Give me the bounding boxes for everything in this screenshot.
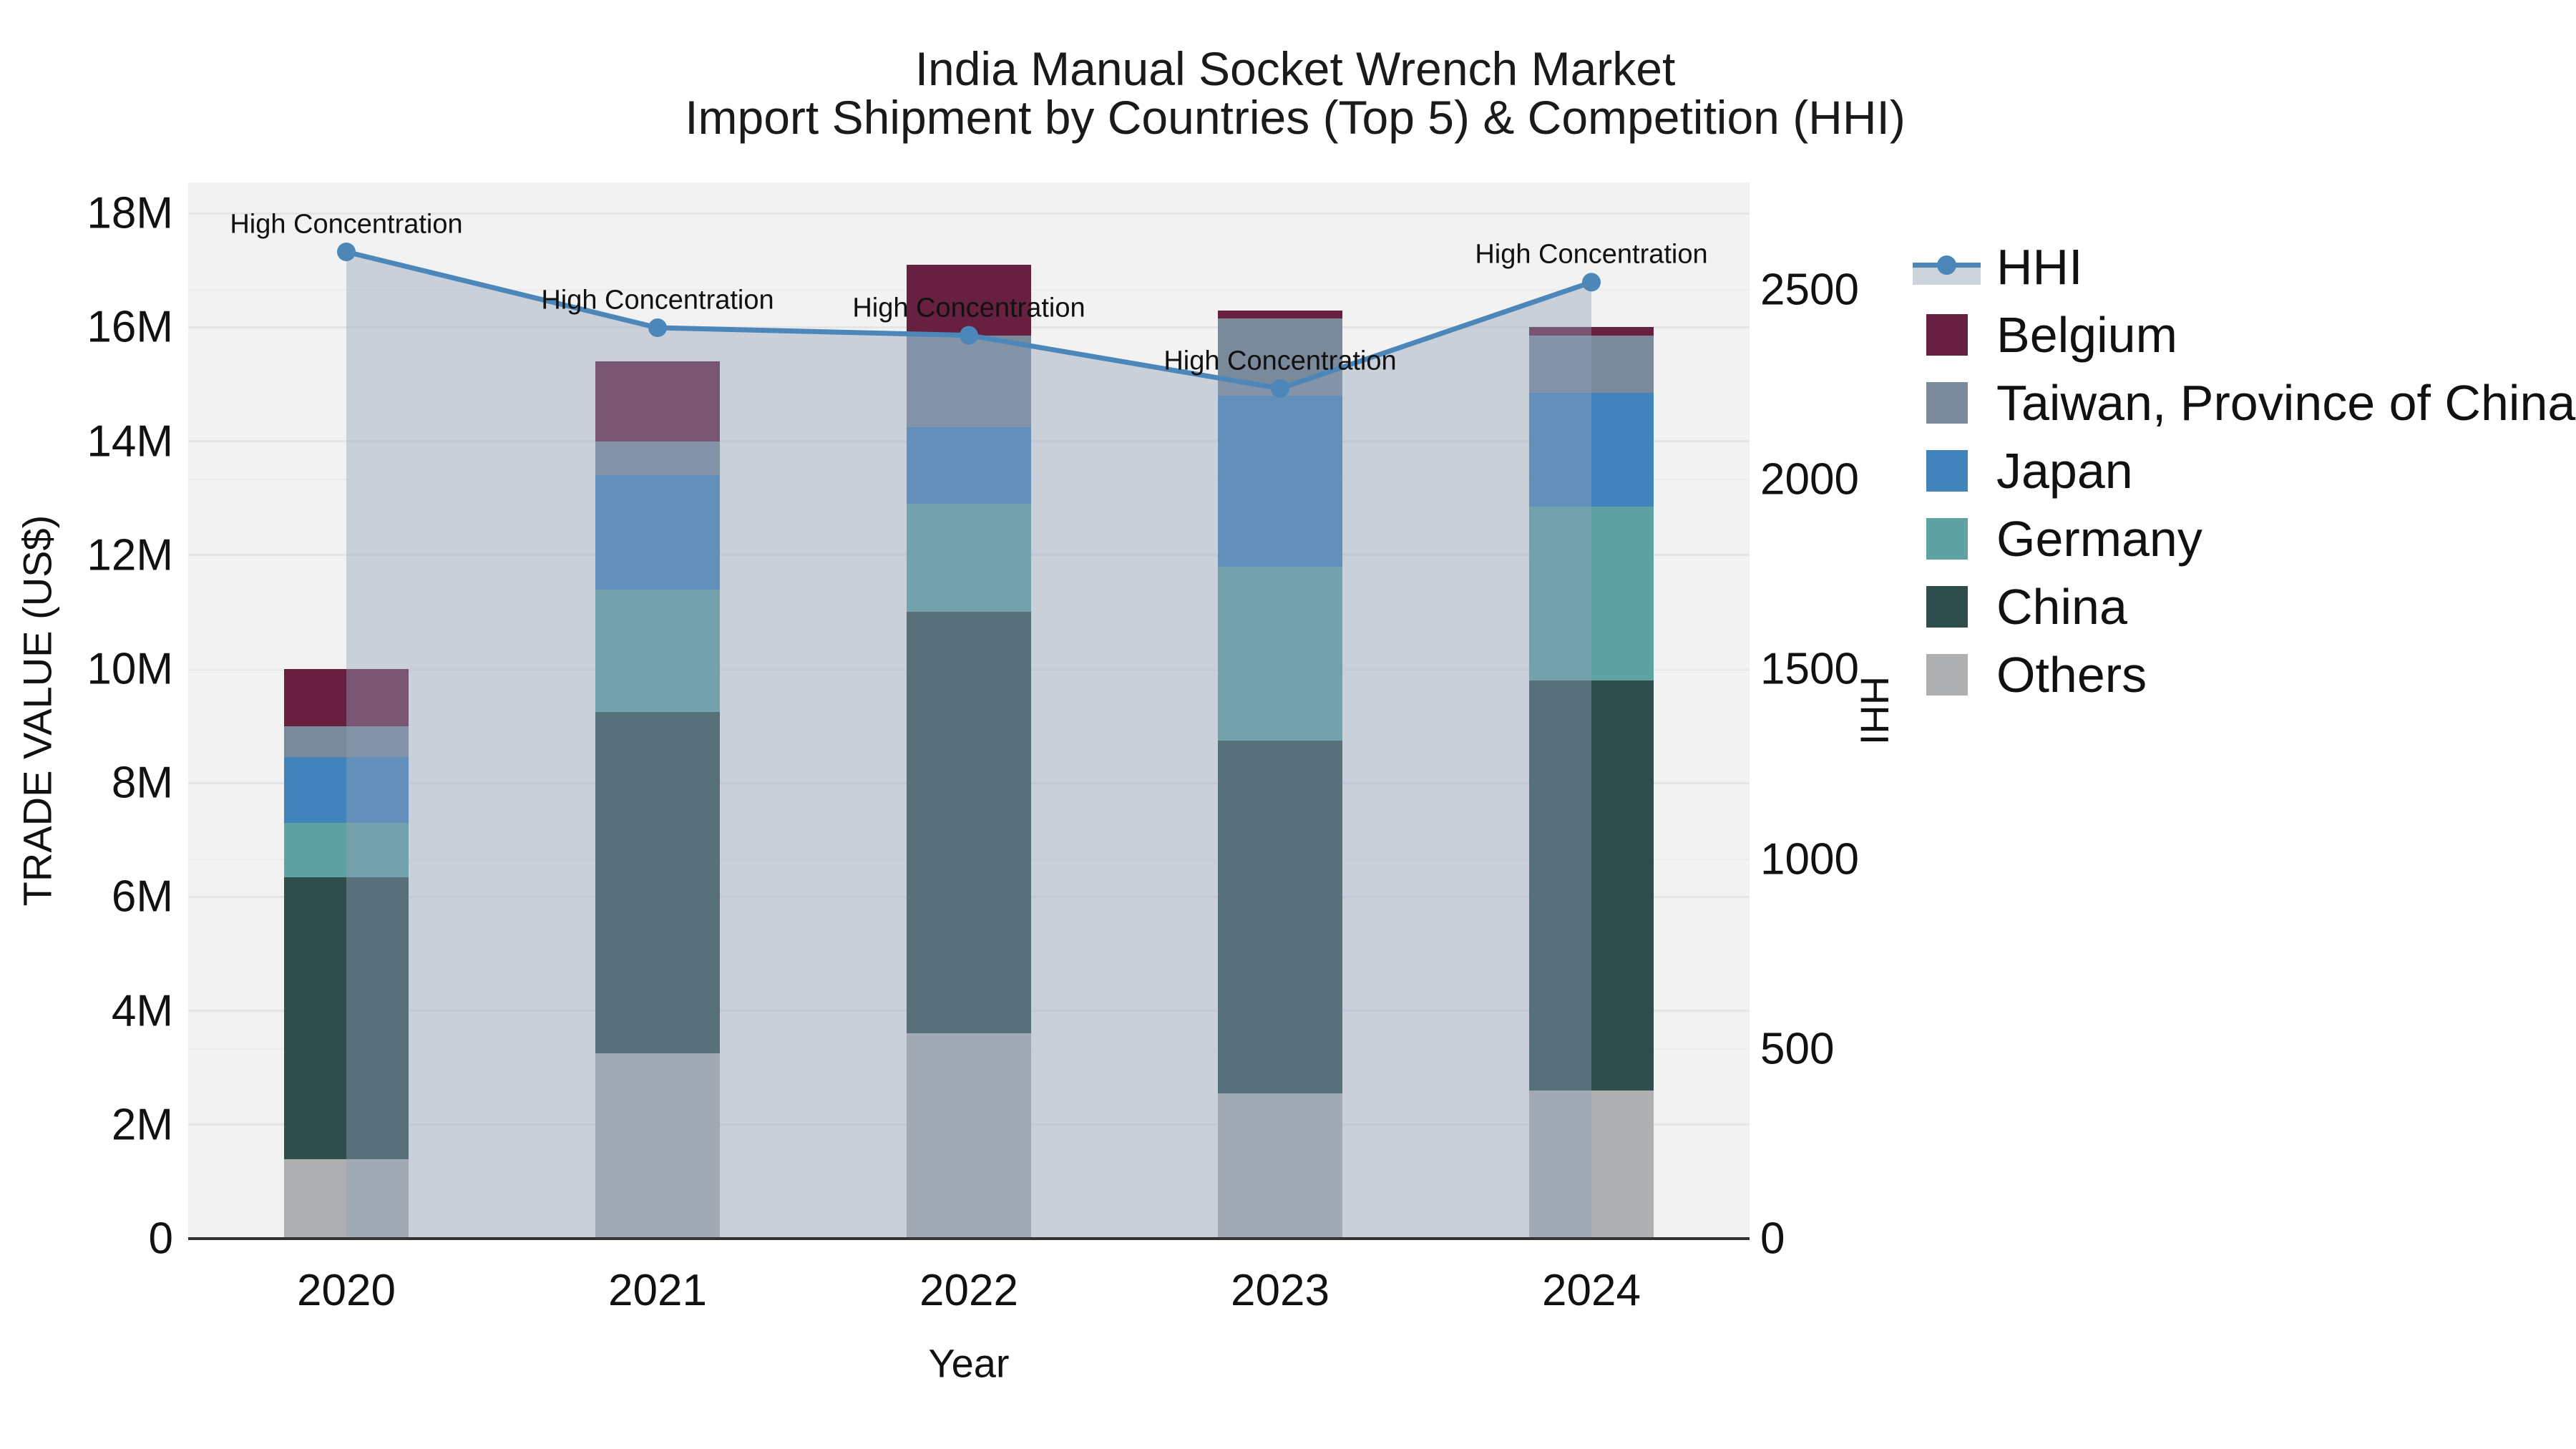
legend-swatch-icon (1926, 585, 1968, 628)
y-right-tick-2500: 2500 (1760, 265, 1859, 315)
bar-segment-2021-germany (595, 589, 720, 712)
bar-segment-2022-others (907, 1033, 1031, 1239)
y-left-tick-6M: 6M (111, 872, 173, 922)
y-left-tick-0: 0 (148, 1214, 173, 1264)
legend-label: Germany (1996, 510, 2202, 567)
bar-segment-2023-belgium (1218, 310, 1342, 319)
y-right-tick-2000: 2000 (1760, 454, 1859, 504)
annotation-2022: High Concentration (852, 293, 1085, 323)
bar-segment-2024-taiwan-province-of-china (1529, 336, 1654, 393)
annotation-2020: High Concentration (230, 209, 463, 240)
bar-segment-2023-others (1218, 1093, 1342, 1239)
hhi-marker-2023 (1271, 379, 1289, 398)
y-left-tick-10M: 10M (87, 644, 173, 694)
bar-segment-2021-japan (595, 475, 720, 590)
x-tick-2022: 2022 (919, 1266, 1018, 1315)
annotation-2021: High Concentration (541, 285, 774, 316)
plot-area: High Concentration High Concentration High… (188, 182, 1750, 1239)
hhi-marker-2020 (337, 242, 356, 261)
y-left-tick-4M: 4M (111, 986, 173, 1036)
bar-segment-2024-japan (1529, 392, 1654, 507)
legend-swatch-icon (1926, 449, 1968, 492)
y-left-tick-18M: 18M (87, 188, 173, 238)
y-left-tick-8M: 8M (111, 758, 173, 808)
bar-segment-2020-belgium (284, 669, 409, 726)
legend-label: Taiwan, Province of China (1996, 374, 2576, 431)
bar-segment-2022-germany (907, 504, 1031, 613)
annotation-2024: High Concentration (1475, 239, 1708, 270)
x-axis-spine (188, 1237, 1750, 1240)
bar-segment-2020-japan (284, 757, 409, 823)
hhi-marker-dot (1937, 255, 1956, 275)
y-left-tick-2M: 2M (111, 1100, 173, 1150)
x-tick-2020: 2020 (297, 1266, 396, 1315)
y-axis-right-label: HHI (1852, 675, 1898, 746)
y-right-tick-500: 500 (1760, 1024, 1835, 1074)
hhi-area-fill (346, 251, 1591, 1239)
y-right-tick-0: 0 (1760, 1214, 1785, 1264)
chart-title: India Manual Socket Wrench Market (914, 42, 1676, 95)
bar-segment-2021-belgium (595, 361, 720, 441)
hhi-legend-swatch-icon (1913, 245, 1981, 288)
y-axis-left-label: TRADE VALUE (US$) (14, 514, 60, 907)
annotation-2023: High Concentration (1163, 346, 1397, 376)
bar-segment-2024-germany (1529, 507, 1654, 680)
bar-segment-2022-taiwan-province-of-china (907, 336, 1031, 427)
bar-segment-2021-taiwan-province-of-china (595, 441, 720, 476)
bar-segment-2022-china (907, 612, 1031, 1034)
legend-label: Others (1996, 646, 2147, 703)
y-left-tick-12M: 12M (87, 530, 173, 580)
hhi-marker-2021 (648, 318, 667, 338)
bar-segment-2023-japan (1218, 395, 1342, 567)
gridline-18M (188, 212, 1750, 215)
bar-segment-2024-belgium (1529, 327, 1654, 336)
bar-segment-2022-japan (907, 426, 1031, 504)
bar-segment-2023-germany (1218, 566, 1342, 741)
y-left-tick-14M: 14M (87, 416, 173, 467)
x-axis-label: Year (928, 1340, 1010, 1386)
y-right-tick-1000: 1000 (1760, 834, 1859, 884)
bar-segment-2020-china (284, 877, 409, 1159)
legend-label: Japan (1996, 442, 2133, 499)
x-tick-2024: 2024 (1542, 1266, 1641, 1315)
hhi-marker-2024 (1582, 273, 1601, 292)
legend-label: HHI (1996, 238, 2083, 295)
chart-subtitle: Import Shipment by Countries (Top 5) & C… (685, 91, 1906, 144)
y-right-tick-1500: 1500 (1760, 644, 1859, 694)
x-tick-2023: 2023 (1231, 1266, 1330, 1315)
y-left-tick-16M: 16M (87, 302, 173, 352)
bar-segment-2020-germany (284, 822, 409, 877)
bar-segment-2021-others (595, 1053, 720, 1239)
legend-swatch-icon (1926, 517, 1968, 560)
hhi-marker-2022 (960, 326, 978, 345)
legend-swatch-icon (1926, 381, 1968, 424)
bar-segment-2021-china (595, 711, 720, 1054)
bar-segment-2020-others (284, 1158, 409, 1239)
bar-segment-2023-china (1218, 740, 1342, 1094)
bar-segment-2020-taiwan-province-of-china (284, 726, 409, 758)
bar-segment-2024-others (1529, 1091, 1654, 1239)
legend-swatch-icon (1926, 313, 1968, 356)
legend-label: China (1996, 578, 2127, 635)
hhi-overlay (337, 242, 1601, 1239)
bar-segment-2022-belgium (907, 264, 1031, 336)
x-tick-2021: 2021 (608, 1266, 707, 1315)
legend-swatch-icon (1926, 653, 1968, 696)
bar-segment-2024-china (1529, 680, 1654, 1091)
legend-label: Belgium (1996, 306, 2177, 363)
